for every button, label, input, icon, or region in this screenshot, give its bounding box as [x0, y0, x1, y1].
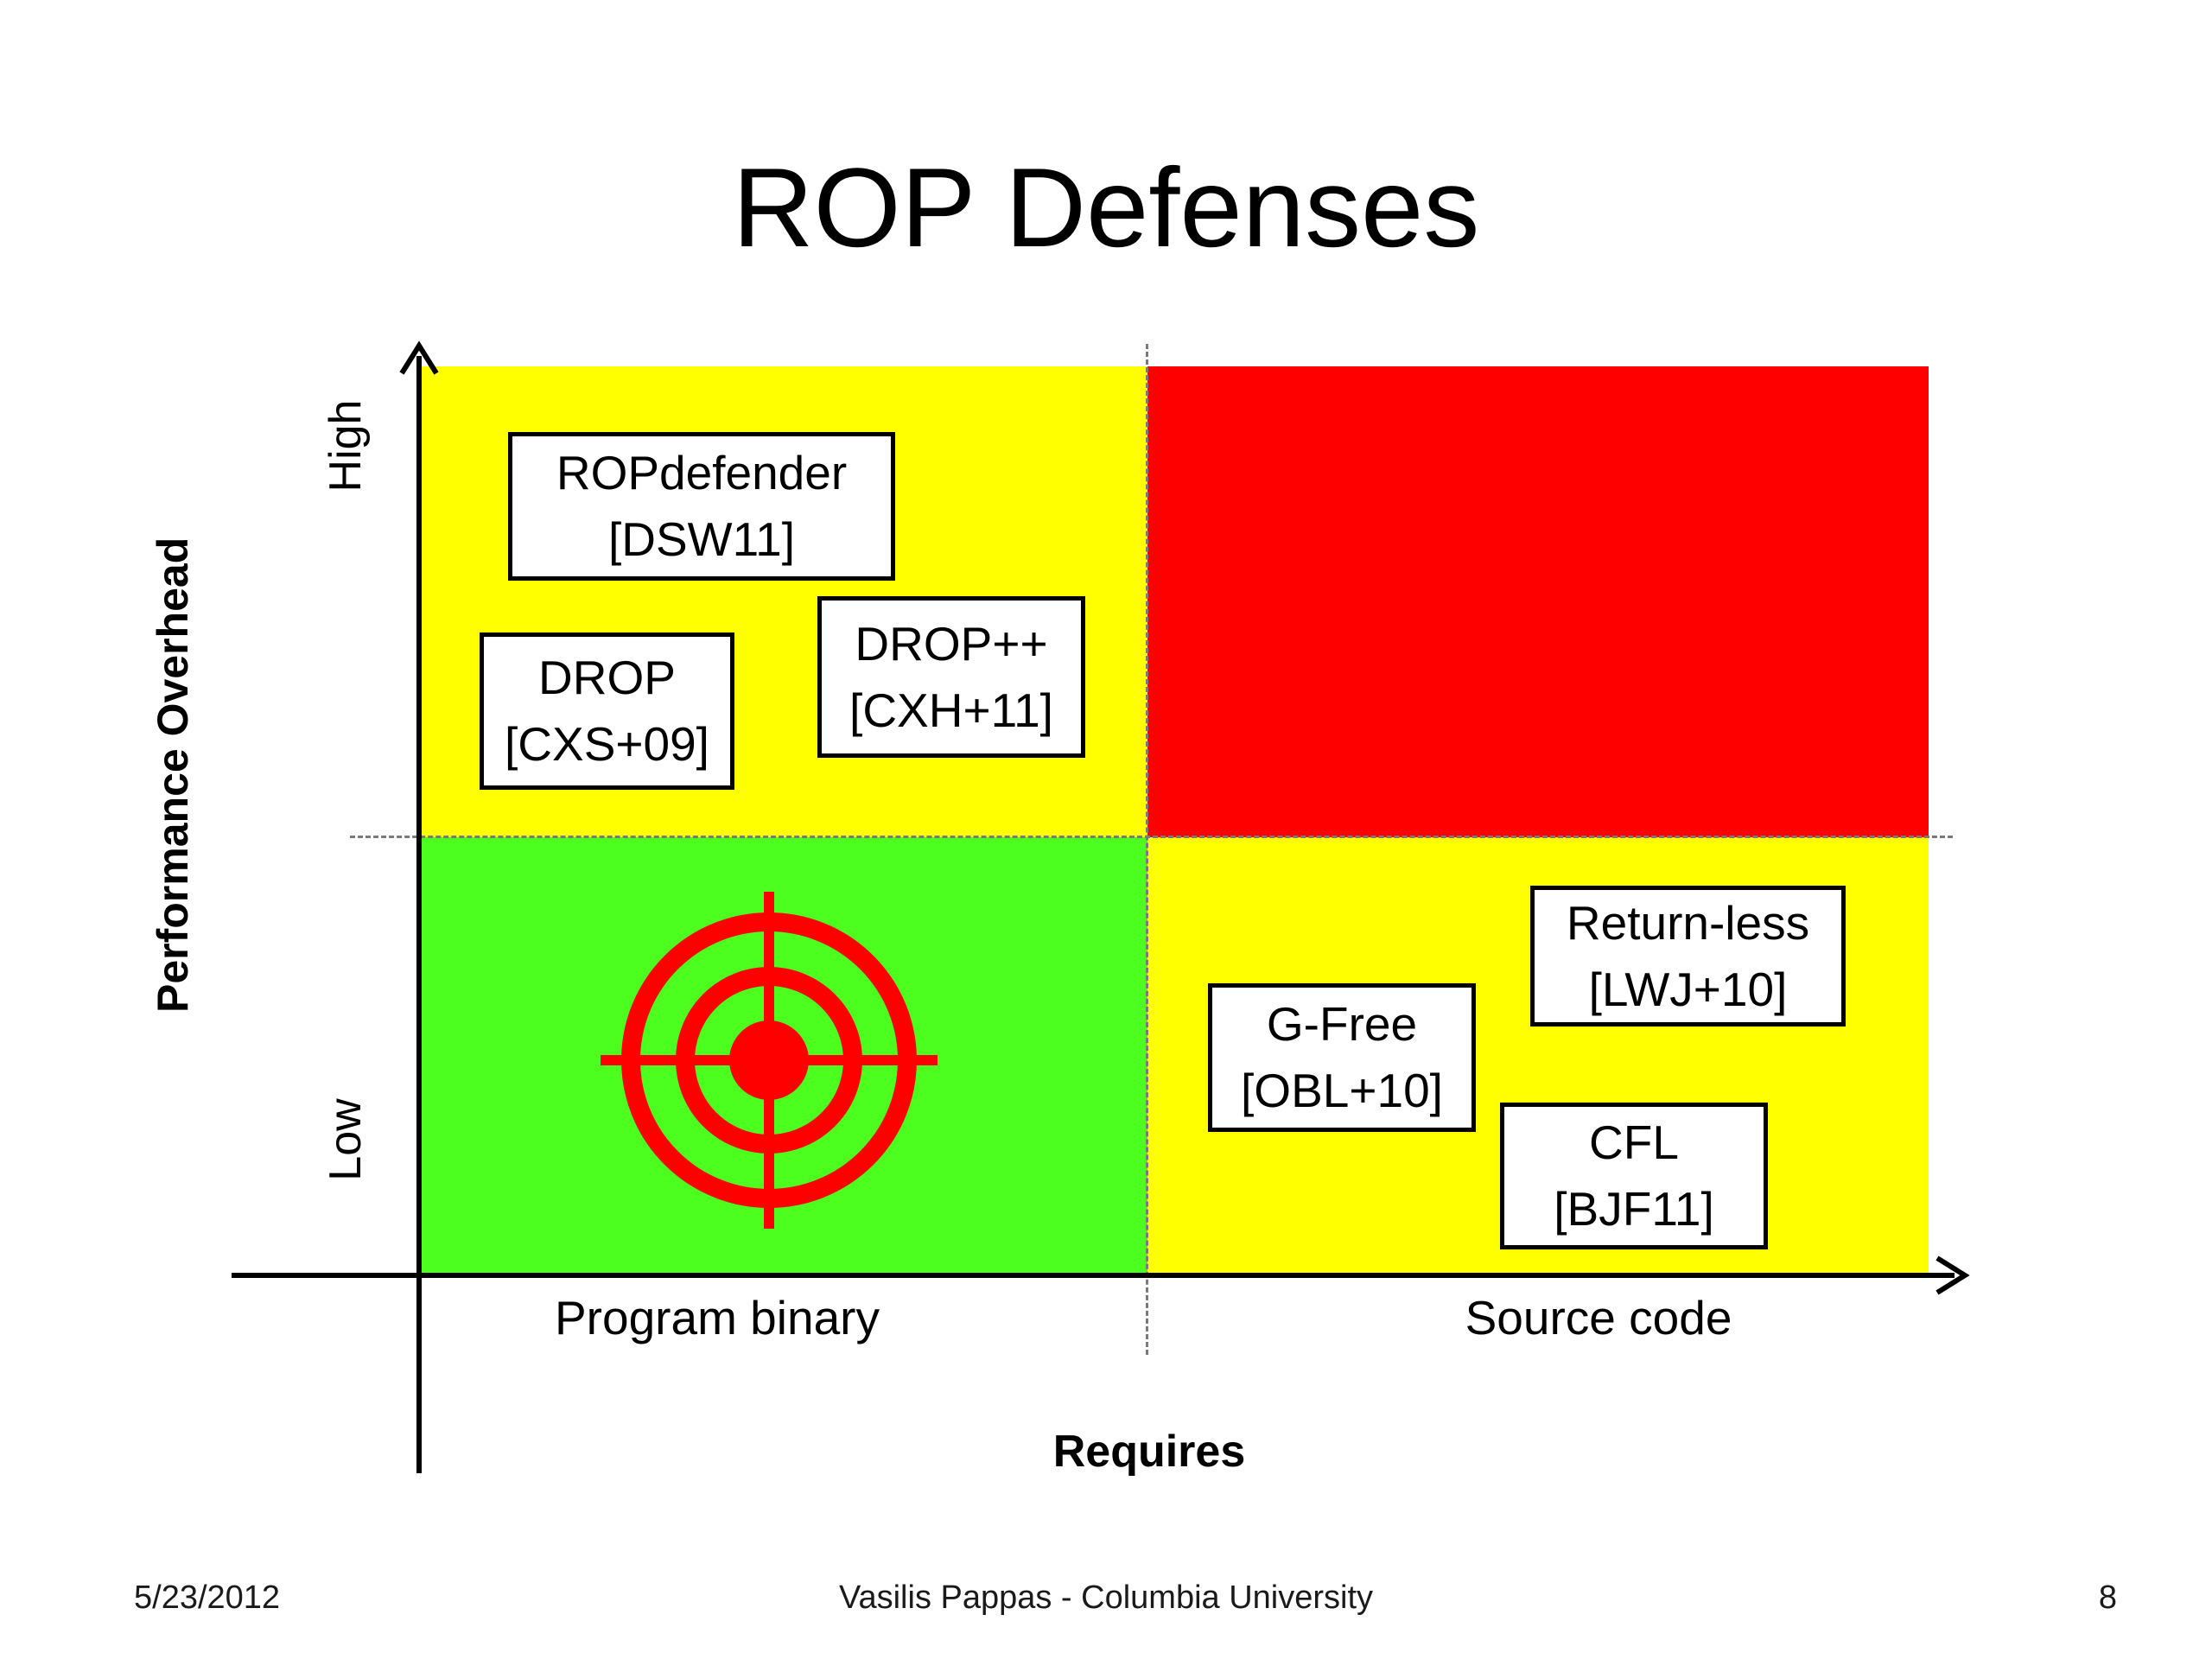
- y-axis-title: Performance Overhead: [149, 537, 197, 1013]
- x-axis-source-label: Source code: [1465, 1291, 1732, 1344]
- quadrant-high-source: [1147, 366, 1929, 837]
- defense-ref: [OBL+10]: [1241, 1064, 1443, 1117]
- vertical-divider: [1146, 344, 1148, 1355]
- defense-box-dropplus: DROP++ [CXH+11]: [817, 596, 1085, 758]
- y-axis-low-label: Low: [321, 1098, 371, 1181]
- defense-box-returnless: Return-less [LWJ+10]: [1530, 886, 1846, 1027]
- defense-name: DROP++: [855, 616, 1048, 671]
- horizontal-divider: [350, 836, 1953, 838]
- y-axis-high-label: High: [321, 399, 371, 493]
- x-axis-title: Requires: [1052, 1427, 1246, 1477]
- defense-box-drop: DROP [CXS+09]: [480, 632, 734, 790]
- defense-name: G-Free: [1266, 997, 1418, 1051]
- defense-name: ROPdefender: [556, 446, 848, 499]
- x-axis-binary-label: Program binary: [555, 1291, 880, 1344]
- y-axis-arrow: [399, 340, 439, 375]
- defense-name: DROP: [538, 651, 676, 704]
- defense-box-ropdefender: ROPdefender [DSW11]: [508, 432, 895, 581]
- defense-name: CFL: [1589, 1116, 1679, 1169]
- slide-title: ROP Defenses: [732, 144, 1480, 270]
- defense-ref: [BJF11]: [1554, 1182, 1714, 1236]
- defense-box-cfl: CFL [BJF11]: [1500, 1103, 1768, 1249]
- defense-ref: [LWJ+10]: [1588, 962, 1788, 1016]
- defense-ref: [CXS+09]: [505, 717, 709, 771]
- page-number: 8: [2098, 1580, 2117, 1616]
- footer-author: Vasilis Pappas - Columbia University: [838, 1580, 1374, 1616]
- footer-date: 5/23/2012: [134, 1580, 281, 1616]
- defense-ref: [CXH+11]: [849, 683, 1053, 737]
- defense-ref: [DSW11]: [608, 512, 795, 566]
- defense-name: Return-less: [1566, 895, 1810, 950]
- crosshair-target-icon: [601, 892, 938, 1229]
- defense-box-gfree: G-Free [OBL+10]: [1208, 983, 1476, 1132]
- x-axis-arrow: [1936, 1255, 1970, 1295]
